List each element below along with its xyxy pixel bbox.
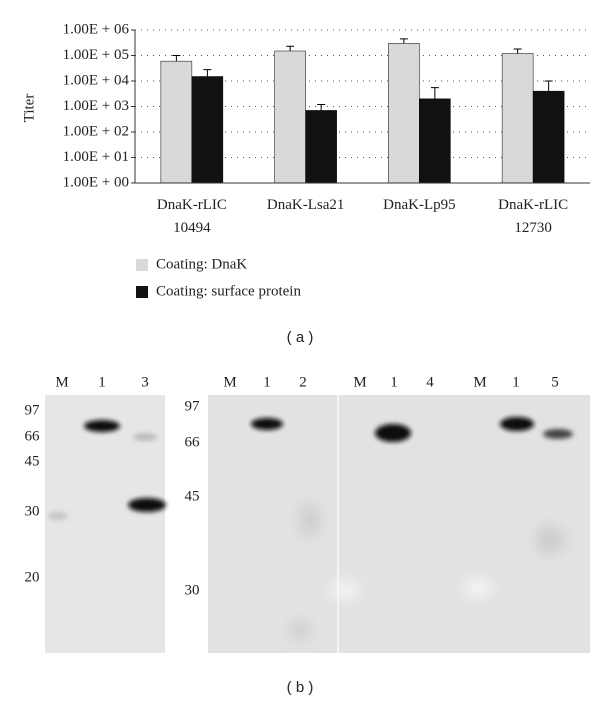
error-bar xyxy=(430,87,439,99)
bands xyxy=(48,417,573,520)
smudge xyxy=(464,580,492,596)
marker-label: 30 xyxy=(25,503,40,519)
lane-label: M xyxy=(473,374,486,390)
band xyxy=(251,418,283,430)
band xyxy=(500,417,534,431)
bar xyxy=(388,43,420,184)
background-smudges xyxy=(290,504,564,638)
bar xyxy=(274,50,306,184)
band xyxy=(543,429,573,439)
bar xyxy=(191,76,224,184)
lane-label: 5 xyxy=(551,374,559,390)
error-bar xyxy=(317,103,326,111)
bar xyxy=(532,90,565,184)
panel-label: ( b ) xyxy=(287,679,314,696)
marker-label: 45 xyxy=(185,488,200,504)
lane-label: M xyxy=(353,374,366,390)
lane-label: 1 xyxy=(512,374,520,390)
smudge xyxy=(290,622,310,638)
legend-swatch xyxy=(136,259,148,271)
x-tick-label: DnaK-Lp95 xyxy=(383,197,456,213)
x-tick-label: DnaK-rLIC 10494 xyxy=(156,197,227,236)
error-bar xyxy=(399,38,408,44)
error-bar xyxy=(544,80,553,92)
smudge xyxy=(536,526,564,554)
legend-label: Coating: surface protein xyxy=(156,283,301,299)
lane-label: M xyxy=(223,374,236,390)
band xyxy=(84,420,120,432)
bar xyxy=(501,53,534,184)
lane-label: 1 xyxy=(263,374,271,390)
y-tick-label: 1.00E + 04 xyxy=(63,72,130,88)
smudge xyxy=(331,582,359,598)
band xyxy=(375,424,411,442)
y-tick-label: 1.00E + 05 xyxy=(63,47,129,63)
y-tick-label: 1.00E + 06 xyxy=(63,21,130,37)
x-tick-label: DnaK-Lsa21 xyxy=(266,197,345,213)
marker-label: 45 xyxy=(25,453,40,469)
marker-label: 66 xyxy=(25,428,41,444)
bar xyxy=(305,110,337,184)
error-bar xyxy=(286,45,295,52)
panel-label: ( a ) xyxy=(287,329,314,346)
lane-label: 4 xyxy=(426,374,434,390)
bar xyxy=(419,98,451,184)
y-tick-label: 1.00E + 03 xyxy=(63,98,129,114)
y-tick-label: 1.00E + 00 xyxy=(63,174,129,190)
legend-label: Coating: DnaK xyxy=(156,256,247,272)
y-axis-label: Titer xyxy=(21,94,37,123)
band xyxy=(128,498,166,512)
band xyxy=(48,512,68,520)
lane-label: 2 xyxy=(299,374,307,390)
x-tick-label: DnaK-rLIC 12730 xyxy=(498,197,569,236)
error-bar xyxy=(172,55,181,62)
y-tick-label: 1.00E + 01 xyxy=(63,149,129,165)
marker-label: 97 xyxy=(185,398,201,414)
lane-label: 3 xyxy=(141,374,149,390)
smudge xyxy=(300,504,320,536)
lane-label: 1 xyxy=(98,374,106,390)
band xyxy=(133,433,157,441)
y-tick-label: 1.00E + 02 xyxy=(63,123,129,139)
error-bar xyxy=(513,48,522,54)
error-bar xyxy=(203,69,212,77)
marker-label: 20 xyxy=(25,569,40,585)
legend-swatch xyxy=(136,286,148,298)
marker-label: 30 xyxy=(185,582,200,598)
marker-label: 66 xyxy=(185,434,201,450)
lane-label: M xyxy=(55,374,68,390)
bar xyxy=(160,60,193,184)
lane-label: 1 xyxy=(390,374,398,390)
marker-label: 97 xyxy=(25,402,41,418)
